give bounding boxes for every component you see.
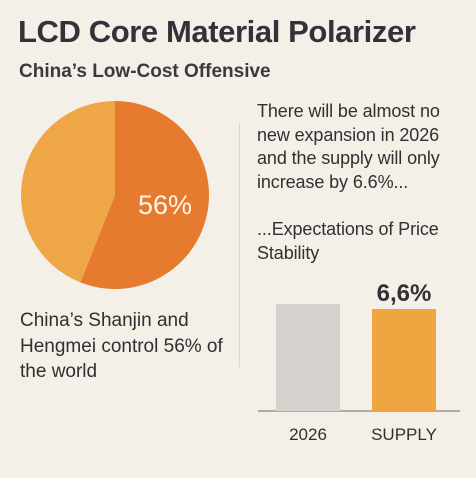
page-subtitle: China’s Low-Cost Offensive [19,61,271,82]
bar-value-label: 6,6% [377,280,432,307]
pie-slice-main [80,101,209,289]
bar-chart: 2026 SUPPLY 6,6% [258,275,463,460]
pie-chart-svg: 56% [21,101,209,289]
pie-slice-remainder [21,101,116,283]
bar-supply [372,309,436,411]
pie-value-label: 56% [138,190,192,220]
bar-2026 [276,304,340,411]
page-title: LCD Core Material Polarizer [18,14,416,49]
price-expectation-note: ...Expectations of Price Stability [257,219,439,263]
bar-chart-svg: 2026 SUPPLY 6,6% [258,280,460,444]
bar-category-label: 2026 [289,425,327,444]
expansion-note: There will be almost no new expansion in… [257,101,440,192]
pie-chart: 56% [10,101,220,289]
bar-category-label: SUPPLY [371,425,437,444]
pie-caption: China’s Shanjin and Hengmei control 56% … [20,310,223,383]
section-divider [239,123,240,367]
